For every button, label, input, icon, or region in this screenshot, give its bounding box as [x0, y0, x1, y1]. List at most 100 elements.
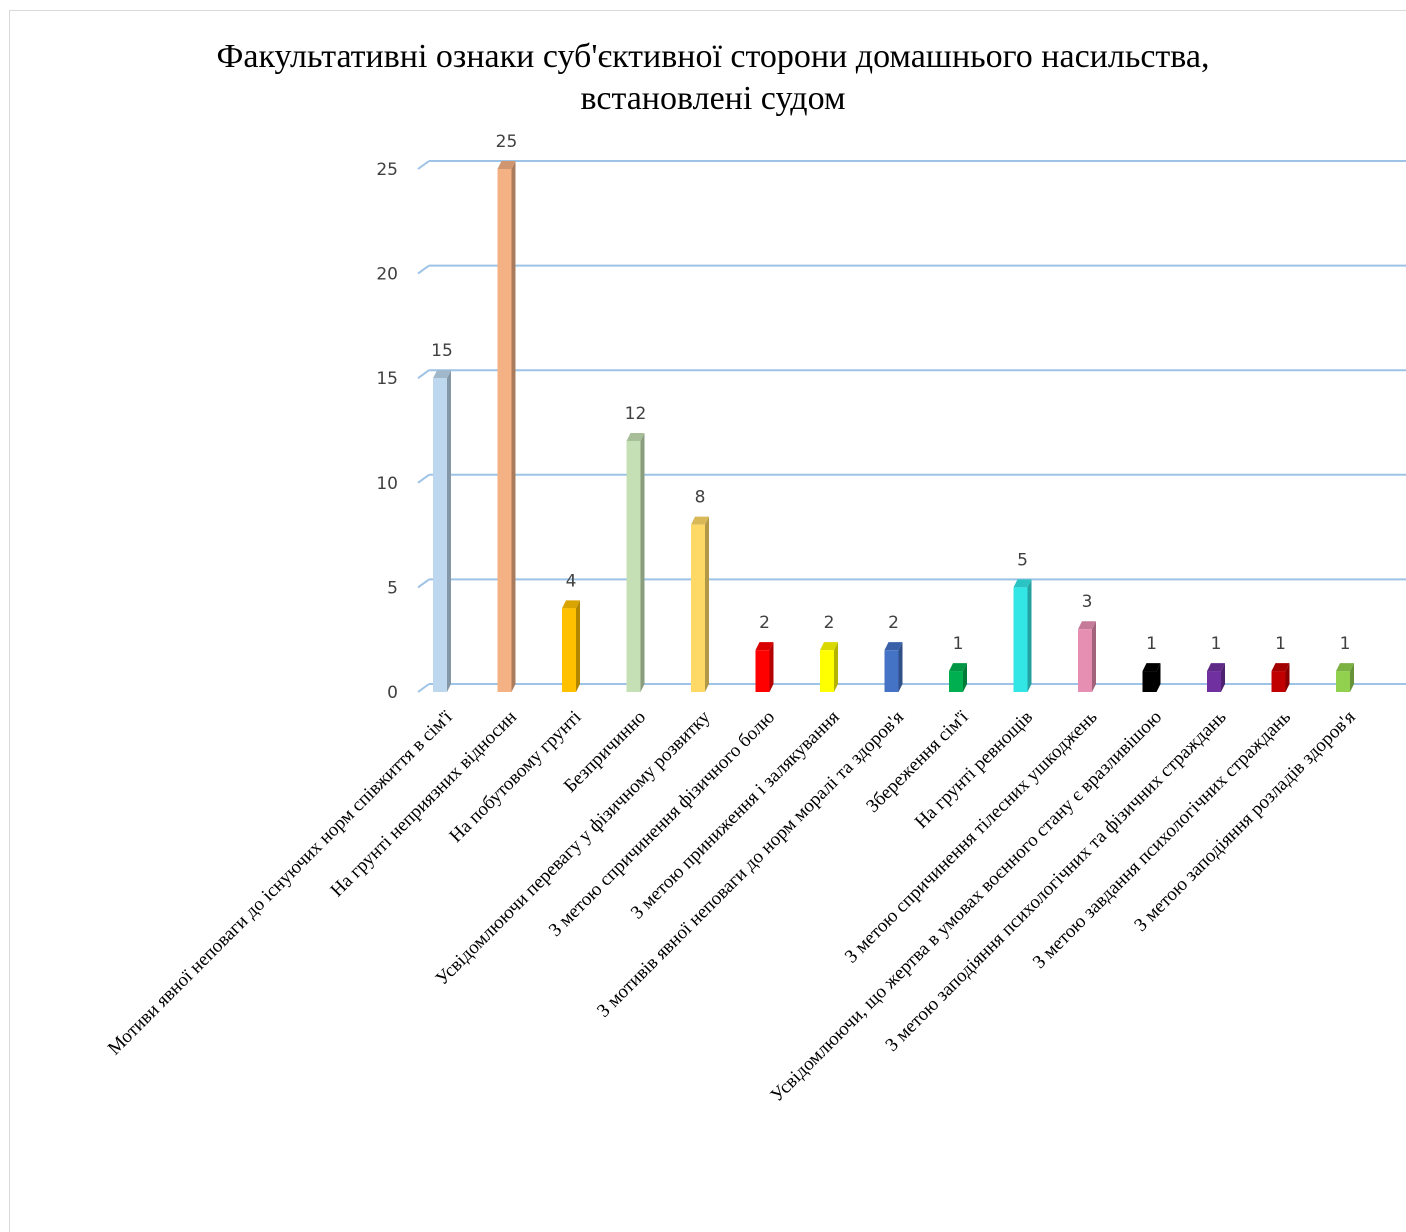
- bar-side: [898, 642, 903, 692]
- category-label: З мотивів явної неповаги до норм моралі …: [593, 707, 908, 1022]
- bar-top: [1013, 579, 1032, 588]
- bar: [1336, 663, 1354, 692]
- bar: [884, 642, 903, 692]
- bar-top: [820, 642, 838, 651]
- category-label: З метою спричинення фізичного болю: [545, 707, 779, 941]
- bar: [691, 516, 709, 692]
- bar-top: [433, 370, 451, 379]
- y-tick-label: 25: [376, 160, 398, 180]
- bar-side: [1092, 621, 1096, 692]
- data-label: 2: [824, 613, 835, 633]
- bar-side: [1027, 579, 1032, 692]
- bar-side: [834, 642, 838, 692]
- bar-top: [884, 642, 903, 651]
- bar-side: [1156, 663, 1161, 692]
- bar: [1013, 579, 1032, 692]
- y-tick-label: 20: [376, 265, 398, 285]
- x-axis: Мотиви явної неповаги до існуючих норм с…: [104, 706, 1360, 1106]
- bar-front: [433, 378, 447, 692]
- gridline-tick: [417, 683, 430, 693]
- y-tick-label: 5: [387, 578, 398, 598]
- bar-top: [1207, 663, 1225, 672]
- data-label: 3: [1082, 592, 1093, 612]
- data-label: 25: [496, 132, 518, 152]
- bar: [433, 370, 451, 692]
- chart-title-line-2: встановлені судом: [580, 80, 846, 117]
- bar: [1078, 621, 1096, 692]
- y-tick-label: 0: [387, 683, 398, 703]
- bar-side: [640, 432, 645, 692]
- chart-title-line-1: Факультативні ознаки суб'єктивної сторон…: [216, 38, 1210, 75]
- bar-side: [576, 600, 580, 692]
- gridline-tick: [417, 578, 430, 589]
- bar-front: [820, 650, 834, 692]
- bar-side: [511, 161, 516, 692]
- bar-top: [1271, 663, 1290, 672]
- bar: [1207, 663, 1225, 692]
- data-label: 1: [1211, 634, 1222, 654]
- bar-top: [1336, 663, 1354, 672]
- category-label: Мотиви явної неповаги до існуючих норм с…: [104, 706, 457, 1059]
- bar: [820, 642, 838, 692]
- gridline-tick: [417, 369, 430, 380]
- bar-side: [1221, 663, 1225, 692]
- bar: [626, 432, 645, 692]
- data-label: 12: [625, 404, 647, 424]
- bar-top: [626, 432, 645, 441]
- bar: [1142, 663, 1161, 692]
- data-label: 1: [1340, 634, 1351, 654]
- data-label: 1: [1146, 634, 1157, 654]
- gridline-tick: [417, 473, 430, 484]
- bar: [949, 663, 967, 692]
- bar-side: [1350, 663, 1354, 692]
- bar-front: [691, 524, 705, 692]
- chart-frame: [9, 10, 1406, 1232]
- data-label: 8: [695, 488, 706, 508]
- bar-front: [1013, 587, 1028, 692]
- bar-front: [755, 650, 770, 692]
- data-label: 1: [1275, 634, 1286, 654]
- bar-front: [1207, 671, 1221, 692]
- bar-front: [1142, 671, 1157, 692]
- bar: [497, 161, 516, 692]
- bar-top: [562, 600, 580, 609]
- bar-side: [447, 370, 451, 692]
- chart-title: Факультативні ознаки суб'єктивної сторон…: [100, 36, 1326, 120]
- data-label: 1: [953, 634, 964, 654]
- bar-front: [1336, 671, 1350, 692]
- data-label: 15: [431, 341, 453, 361]
- data-label: 5: [1017, 550, 1028, 570]
- bar-front: [562, 608, 576, 692]
- bar: [562, 600, 580, 692]
- bars: [433, 161, 1354, 692]
- bar-side: [705, 516, 709, 692]
- bar-front: [949, 671, 963, 692]
- bar-side: [963, 663, 967, 692]
- bar: [1271, 663, 1290, 692]
- bar-top: [949, 663, 967, 672]
- bar-front: [1271, 671, 1286, 692]
- gridline-tick: [417, 264, 430, 275]
- data-label: 2: [888, 613, 899, 633]
- bar-front: [1078, 629, 1092, 692]
- bar-front: [497, 169, 512, 692]
- bar-front: [626, 440, 641, 692]
- data-label: 4: [566, 571, 577, 591]
- bar-top: [691, 516, 709, 525]
- bar-top: [755, 642, 774, 651]
- y-tick-label: 15: [376, 369, 398, 389]
- category-label: На грунті ревнощів: [911, 707, 1037, 833]
- gridlines: [417, 160, 1406, 693]
- data-label: 2: [759, 613, 770, 633]
- bar-top: [1078, 621, 1096, 630]
- bar: [755, 642, 774, 692]
- y-tick-label: 10: [376, 474, 398, 494]
- bar-top: [497, 161, 516, 169]
- bar-top: [1142, 663, 1161, 672]
- gridline-tick: [417, 160, 430, 170]
- y-axis: 0 5 10 15 20 25: [376, 160, 398, 703]
- bar-front: [884, 650, 899, 692]
- bar-side: [1285, 663, 1290, 692]
